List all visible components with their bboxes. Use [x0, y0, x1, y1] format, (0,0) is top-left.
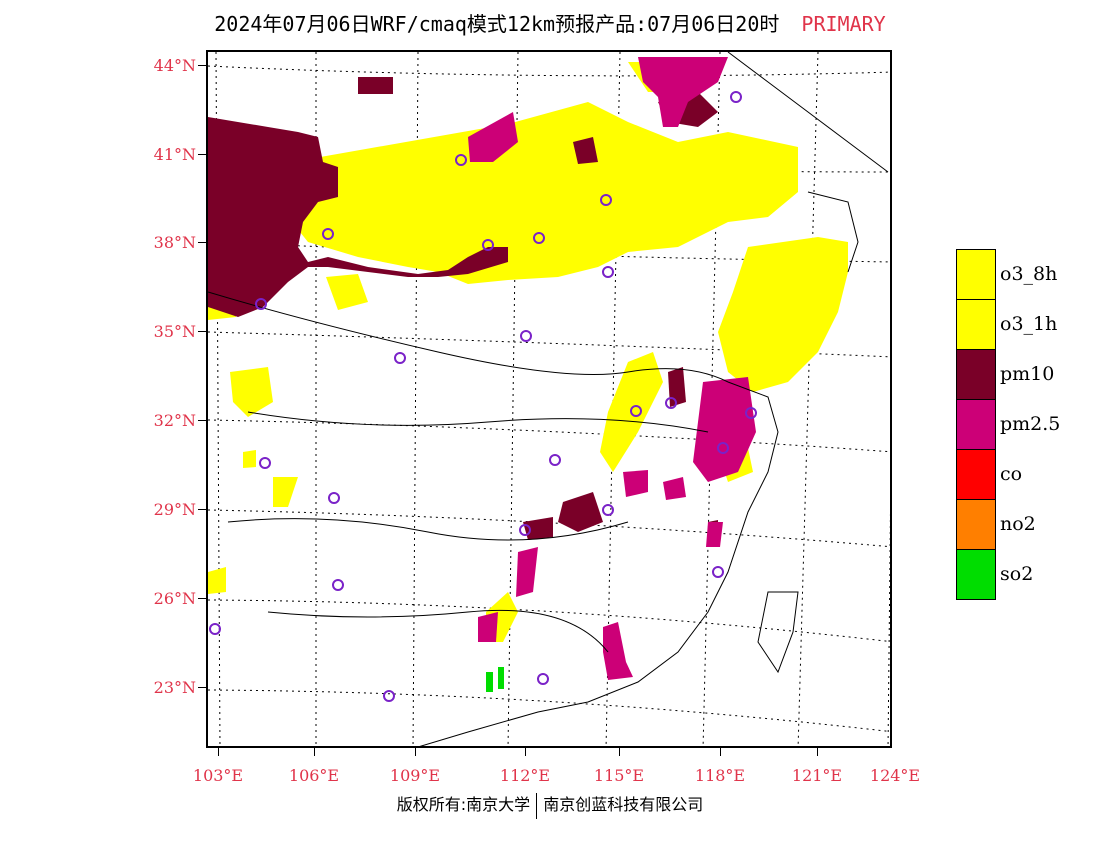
- legend-item-pm25: pm2.5: [956, 399, 1076, 450]
- pm10-regions: [208, 77, 718, 544]
- pollutant-legend: o3_8h o3_1h pm10 pm2.5 co no2 so2: [956, 249, 1076, 600]
- lat-label-23: 23°N: [153, 678, 196, 697]
- lat-tick: [198, 331, 206, 332]
- copyright-footer: 版权所有:南京大学 南京创蓝科技有限公司: [0, 791, 1100, 819]
- lat-tick: [198, 687, 206, 688]
- lon-tick: [525, 748, 526, 756]
- legend-swatch: [956, 499, 996, 550]
- legend-label: pm2.5: [1000, 413, 1061, 435]
- lon-label-124: 124°E: [869, 766, 921, 785]
- lat-tick: [198, 598, 206, 599]
- map-title: 2024年07月06日WRF/cmaq模式12km预报产品:07月06日20时 …: [0, 8, 1100, 37]
- lat-tick: [198, 509, 206, 510]
- map-panel: [206, 50, 892, 748]
- lat-label-35: 35°N: [153, 322, 196, 341]
- lon-label-115: 115°E: [593, 766, 645, 785]
- legend-swatch: [956, 549, 996, 600]
- footer-divider: [536, 792, 538, 819]
- legend-swatch: [956, 299, 996, 350]
- lat-label-44: 44°N: [153, 56, 196, 75]
- lat-tick: [198, 242, 206, 243]
- lat-label-41: 41°N: [153, 145, 196, 164]
- lat-label-26: 26°N: [153, 589, 196, 608]
- lon-label-121: 121°E: [791, 766, 843, 785]
- lon-tick: [817, 748, 818, 756]
- lon-label-106: 106°E: [288, 766, 340, 785]
- lon-label-103: 103°E: [192, 766, 244, 785]
- lat-label-32: 32°N: [153, 411, 196, 430]
- legend-item-no2: no2: [956, 499, 1076, 550]
- legend-item-co: co: [956, 449, 1076, 500]
- lat-label-38: 38°N: [153, 233, 196, 252]
- boundaries: [208, 52, 889, 746]
- lon-tick: [720, 748, 721, 756]
- legend-label: o3_1h: [1000, 313, 1058, 335]
- company-text: 南京创蓝科技有限公司: [543, 795, 704, 814]
- lon-tick: [314, 748, 315, 756]
- pm25-regions: [468, 57, 756, 680]
- lon-label-118: 118°E: [694, 766, 746, 785]
- legend-label: no2: [1000, 513, 1036, 535]
- legend-label: pm10: [1000, 363, 1055, 385]
- lat-label-29: 29°N: [153, 500, 196, 519]
- legend-item-so2: so2: [956, 549, 1076, 600]
- legend-label: so2: [1000, 563, 1034, 585]
- legend-swatch: [956, 249, 996, 300]
- legend-item-pm10: pm10: [956, 349, 1076, 400]
- station-markers: [209, 91, 757, 702]
- so2-regions: [486, 667, 504, 692]
- legend-swatch: [956, 399, 996, 450]
- lon-tick: [218, 748, 219, 756]
- lon-label-112: 112°E: [499, 766, 551, 785]
- primary-label: PRIMARY: [801, 12, 886, 36]
- lon-label-109: 109°E: [389, 766, 441, 785]
- lat-tick: [198, 65, 206, 66]
- lon-tick: [619, 748, 620, 756]
- legend-label: o3_8h: [1000, 263, 1058, 285]
- title-text: 2024年07月06日WRF/cmaq模式12km预报产品:07月06日20时: [214, 12, 780, 36]
- lat-tick: [198, 154, 206, 155]
- legend-item-o3-8h: o3_8h: [956, 249, 1076, 300]
- lon-tick: [415, 748, 416, 756]
- legend-swatch: [956, 449, 996, 500]
- legend-swatch: [956, 349, 996, 400]
- legend-item-o3-1h: o3_1h: [956, 299, 1076, 350]
- map-canvas: [208, 52, 890, 746]
- lat-tick: [198, 420, 206, 421]
- copyright-text: 版权所有:南京大学: [396, 795, 531, 814]
- legend-label: co: [1000, 463, 1023, 485]
